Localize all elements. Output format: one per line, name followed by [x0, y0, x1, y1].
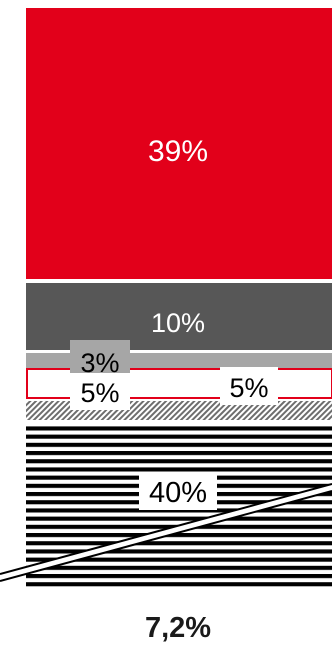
segment-striped-label-box: [139, 472, 217, 510]
total-value-label: 7,2%: [144, 612, 212, 644]
segment-red-value-label: 39%: [148, 135, 208, 168]
axis-break-marker: [0, 483, 332, 582]
segment-dark-gray: [26, 283, 332, 350]
segment-outlined-label-box: [220, 367, 278, 405]
segment-red: [26, 8, 332, 279]
segment-dark-gray-value-label: 10%: [151, 308, 205, 338]
segment-hatched-value-label: 5%: [80, 378, 119, 408]
segment-striped-value-label: 40%: [149, 477, 207, 509]
segment-hatched-label-box: [70, 373, 130, 410]
segment-outlined-value-label: 5%: [229, 373, 268, 403]
